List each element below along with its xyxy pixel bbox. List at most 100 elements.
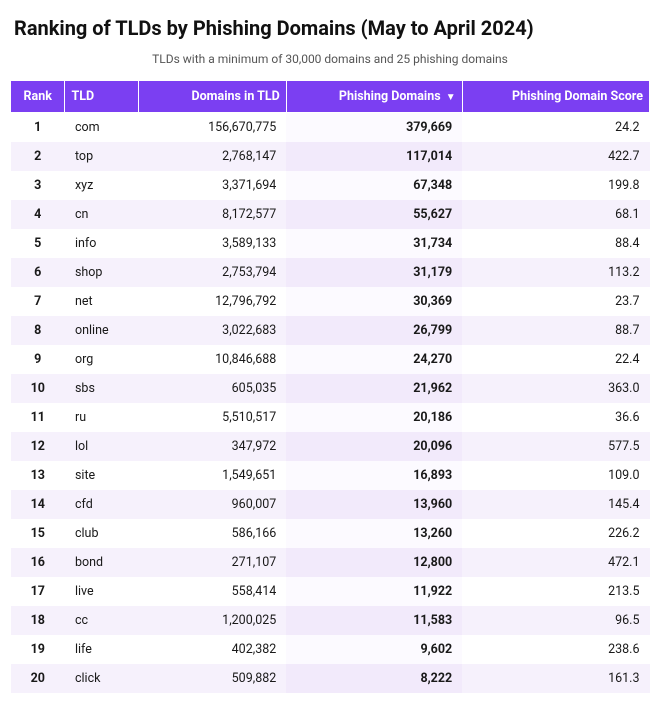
table-row: 6shop2,753,79431,179113.2 — [11, 258, 650, 287]
table-cell: 20 — [11, 664, 65, 693]
table-row: 15club586,16613,260226.2 — [11, 519, 650, 548]
table-cell: 20,096 — [286, 432, 462, 461]
table-body: 1com156,670,775379,66924.22top2,768,1471… — [11, 113, 650, 694]
sort-descending-icon: ▼ — [446, 92, 456, 103]
table-cell: 24.2 — [462, 113, 649, 143]
col-header-phishing-domains[interactable]: Phishing Domains ▼ — [286, 81, 462, 113]
table-cell: 226.2 — [462, 519, 649, 548]
table-cell: 422.7 — [462, 142, 649, 171]
table-cell: 5 — [11, 229, 65, 258]
table-cell: click — [65, 664, 139, 693]
table-cell: 156,670,775 — [139, 113, 287, 143]
table-cell: 238.6 — [462, 635, 649, 664]
table-cell: 18 — [11, 606, 65, 635]
tld-ranking-table: Rank TLD Domains in TLD Phishing Domains… — [10, 80, 650, 693]
table-row: 7net12,796,79230,36923.7 — [11, 287, 650, 316]
table-row: 4cn8,172,57755,62768.1 — [11, 200, 650, 229]
table-cell: 13,260 — [286, 519, 462, 548]
table-cell: 13 — [11, 461, 65, 490]
page-subtitle: TLDs with a minimum of 30,000 domains an… — [10, 52, 650, 66]
table-cell: 31,734 — [286, 229, 462, 258]
table-cell: lol — [65, 432, 139, 461]
table-row: 8online3,022,68326,79988.7 — [11, 316, 650, 345]
table-row: 9org10,846,68824,27022.4 — [11, 345, 650, 374]
col-header-tld[interactable]: TLD — [65, 81, 139, 113]
table-cell: 3 — [11, 171, 65, 200]
col-header-domains[interactable]: Domains in TLD — [139, 81, 287, 113]
table-cell: 8,172,577 — [139, 200, 287, 229]
table-cell: cfd — [65, 490, 139, 519]
table-cell: 117,014 — [286, 142, 462, 171]
table-cell: 10 — [11, 374, 65, 403]
table-cell: 4 — [11, 200, 65, 229]
table-cell: 31,179 — [286, 258, 462, 287]
table-cell: 16,893 — [286, 461, 462, 490]
table-cell: 113.2 — [462, 258, 649, 287]
table-cell: 16 — [11, 548, 65, 577]
table-cell: 2 — [11, 142, 65, 171]
table-cell: 11,583 — [286, 606, 462, 635]
table-row: 5info3,589,13331,73488.4 — [11, 229, 650, 258]
table-cell: xyz — [65, 171, 139, 200]
table-cell: club — [65, 519, 139, 548]
table-cell: site — [65, 461, 139, 490]
table-cell: net — [65, 287, 139, 316]
table-cell: 109.0 — [462, 461, 649, 490]
table-cell: 9 — [11, 345, 65, 374]
table-cell: 7 — [11, 287, 65, 316]
page-title: Ranking of TLDs by Phishing Domains (May… — [14, 16, 650, 40]
table-cell: 3,022,683 — [139, 316, 287, 345]
table-cell: 2,753,794 — [139, 258, 287, 287]
table-cell: 13,960 — [286, 490, 462, 519]
table-cell: 55,627 — [286, 200, 462, 229]
table-cell: shop — [65, 258, 139, 287]
table-cell: 22.4 — [462, 345, 649, 374]
table-row: 17live558,41411,922213.5 — [11, 577, 650, 606]
col-header-rank[interactable]: Rank — [11, 81, 65, 113]
col-header-phishing-domains-label: Phishing Domains — [339, 89, 441, 104]
table-row: 19life402,3829,602238.6 — [11, 635, 650, 664]
table-cell: 1,549,651 — [139, 461, 287, 490]
table-cell: 402,382 — [139, 635, 287, 664]
table-cell: 11,922 — [286, 577, 462, 606]
table-cell: life — [65, 635, 139, 664]
table-cell: 17 — [11, 577, 65, 606]
table-row: 12lol347,97220,096577.5 — [11, 432, 650, 461]
table-cell: 8,222 — [286, 664, 462, 693]
table-cell: 8 — [11, 316, 65, 345]
col-header-score[interactable]: Phishing Domain Score — [462, 81, 649, 113]
table-cell: 12,800 — [286, 548, 462, 577]
table-cell: 2,768,147 — [139, 142, 287, 171]
table-cell: bond — [65, 548, 139, 577]
table-cell: 21,962 — [286, 374, 462, 403]
table-cell: cc — [65, 606, 139, 635]
table-cell: 960,007 — [139, 490, 287, 519]
table-cell: 12 — [11, 432, 65, 461]
table-cell: 67,348 — [286, 171, 462, 200]
table-cell: 68.1 — [462, 200, 649, 229]
table-cell: 96.5 — [462, 606, 649, 635]
table-cell: cn — [65, 200, 139, 229]
table-cell: 23.7 — [462, 287, 649, 316]
table-cell: 379,669 — [286, 113, 462, 143]
table-row: 3xyz3,371,69467,348199.8 — [11, 171, 650, 200]
table-cell: 30,369 — [286, 287, 462, 316]
table-row: 16bond271,10712,800472.1 — [11, 548, 650, 577]
table-cell: 26,799 — [286, 316, 462, 345]
table-cell: com — [65, 113, 139, 143]
table-cell: 509,882 — [139, 664, 287, 693]
table-cell: 577.5 — [462, 432, 649, 461]
table-cell: org — [65, 345, 139, 374]
table-cell: info — [65, 229, 139, 258]
table-row: 13site1,549,65116,893109.0 — [11, 461, 650, 490]
table-header-row: Rank TLD Domains in TLD Phishing Domains… — [11, 81, 650, 113]
table-cell: 6 — [11, 258, 65, 287]
table-cell: 10,846,688 — [139, 345, 287, 374]
table-row: 14cfd960,00713,960145.4 — [11, 490, 650, 519]
table-cell: 3,589,133 — [139, 229, 287, 258]
table-cell: 605,035 — [139, 374, 287, 403]
table-cell: 24,270 — [286, 345, 462, 374]
table-cell: top — [65, 142, 139, 171]
table-cell: 3,371,694 — [139, 171, 287, 200]
table-cell: 347,972 — [139, 432, 287, 461]
